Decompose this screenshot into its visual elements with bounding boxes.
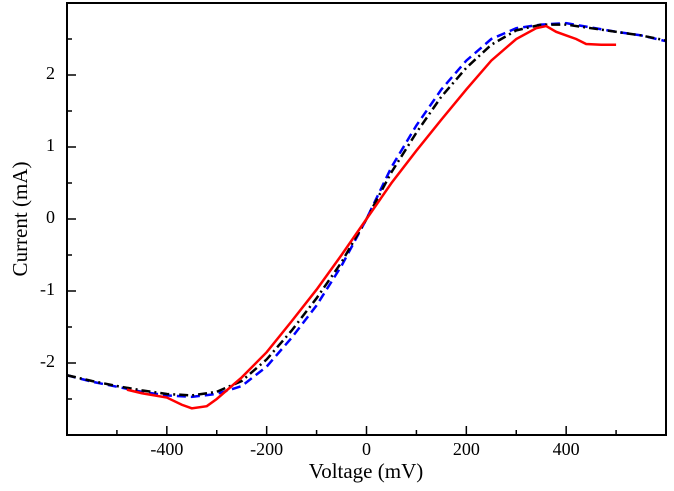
x-tick-label: 400 [553, 439, 580, 459]
x-axis-label: Voltage (mV) [309, 459, 424, 483]
x-tick-label: 0 [362, 439, 371, 459]
plot-frame [66, 2, 667, 436]
x-tick-label: -400 [150, 439, 183, 459]
series-line [66, 23, 667, 397]
y-axis-label: Current (mA) [8, 162, 32, 277]
series-line [126, 24, 617, 410]
series-line [66, 21, 667, 399]
y-tick-label: 0 [46, 207, 55, 227]
y-tick-label: 1 [46, 135, 55, 155]
y-tick-label: -1 [40, 279, 55, 299]
x-tick-label: 200 [453, 439, 480, 459]
y-tick-label: 2 [46, 63, 55, 83]
y-tick-label: -2 [40, 351, 55, 371]
x-tick-label: -200 [250, 439, 283, 459]
